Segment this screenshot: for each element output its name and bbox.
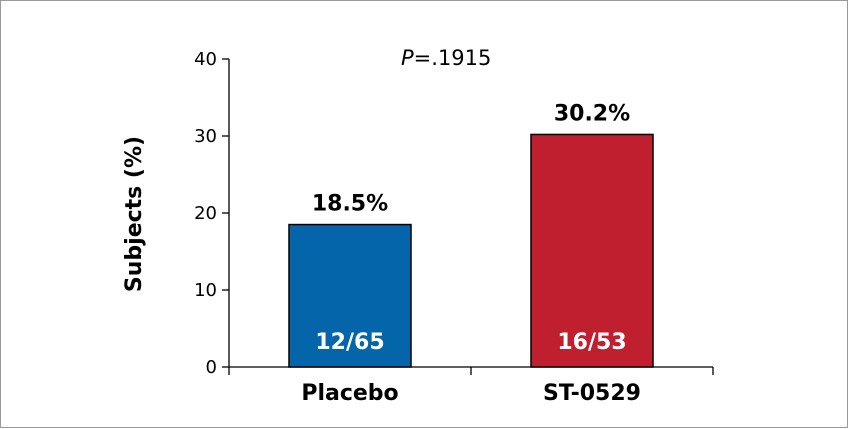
bar xyxy=(288,223,412,368)
p-value-symbol: P xyxy=(401,46,414,70)
y-tick-label: 0 xyxy=(206,357,217,378)
x-tick-label: ST-0529 xyxy=(543,381,641,406)
y-axis-label: Subjects (%) xyxy=(122,136,147,292)
bar-value-label: 30.2% xyxy=(554,101,630,126)
bar-count-label: 16/53 xyxy=(557,330,626,355)
y-tick-label: 30 xyxy=(194,126,217,147)
p-value-annotation: P=.1915 xyxy=(401,46,491,70)
y-tick-label: 10 xyxy=(194,280,217,301)
y-tick-label: 40 xyxy=(194,49,217,70)
bars: 18.5% 12/65 Placebo 30.2% 16/53 ST-0529 xyxy=(288,101,654,406)
x-tick-label: Placebo xyxy=(301,381,398,406)
bar xyxy=(530,133,654,368)
bar-count-label: 12/65 xyxy=(315,330,384,355)
p-value-text: =.1915 xyxy=(414,46,492,70)
bar-value-label: 18.5% xyxy=(312,192,388,217)
y-tick-label: 20 xyxy=(194,203,217,224)
